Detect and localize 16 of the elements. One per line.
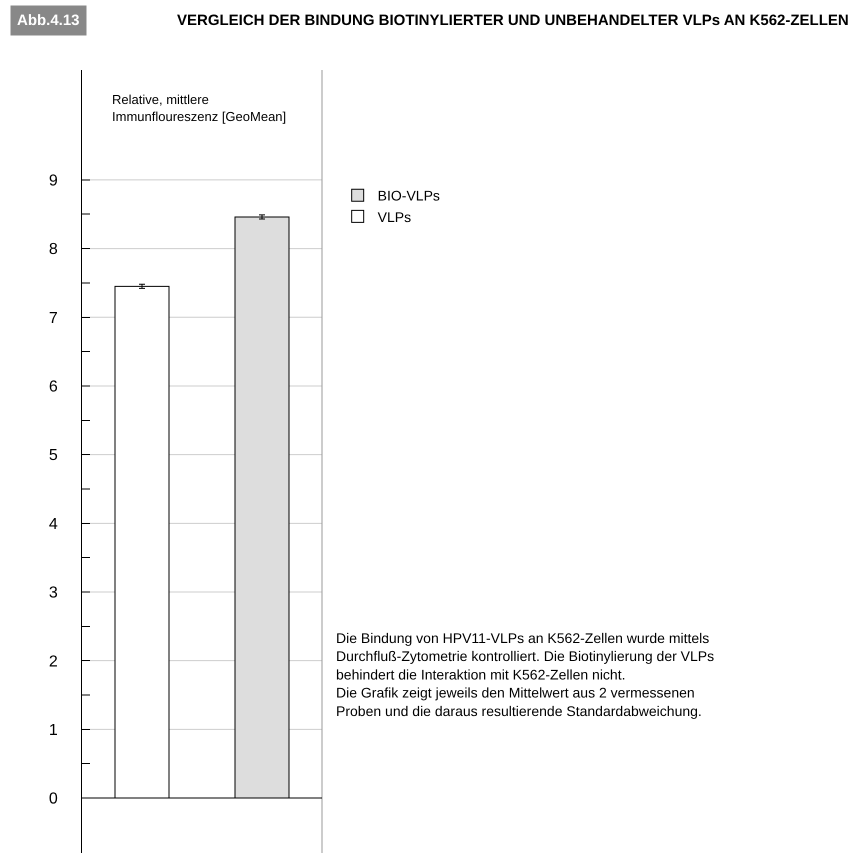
caption: Abb.4.13 — [17, 12, 80, 29]
text: VERGLEICH DER BINDUNG BIOTINYLIERTER UND UNBEHANDELTER VLPs AN K562-ZELLEN — [177, 12, 849, 29]
legend-label: BIO-VLPs — [378, 188, 440, 204]
y-tick-label: 3 — [48, 584, 58, 602]
y-tick-label: 7 — [48, 310, 58, 327]
y-tick-label: 2 — [48, 653, 58, 670]
y-tick-label: 9 — [48, 172, 58, 190]
y-tick-label: 1 — [48, 722, 58, 739]
y-tick-label: 8 — [48, 241, 58, 258]
legend-label: VLPs — [378, 208, 412, 225]
y-tick-label: 4 — [48, 516, 58, 533]
y-tick-label: 6 — [48, 378, 58, 396]
text: Die Bindung von HPV11-VLPs an K562-Zellen wurde mittels Durchfluß-Zytometrie kontrolliert. Die Biotinylierung der VLPs behindert die Interaktion mit K562-Zellen nicht. Die Grafik zeigt jeweils den Mittelwert aus 2 vermessenen Proben und die daraus resultierende Standardabweichung. — [336, 630, 714, 719]
y-tick-label: 5 — [48, 447, 58, 464]
y-tick-label: 0 — [48, 790, 58, 808]
y-axis-title: Relative, mittlere Immunfloureszenz [GeoMean] — [112, 92, 286, 124]
